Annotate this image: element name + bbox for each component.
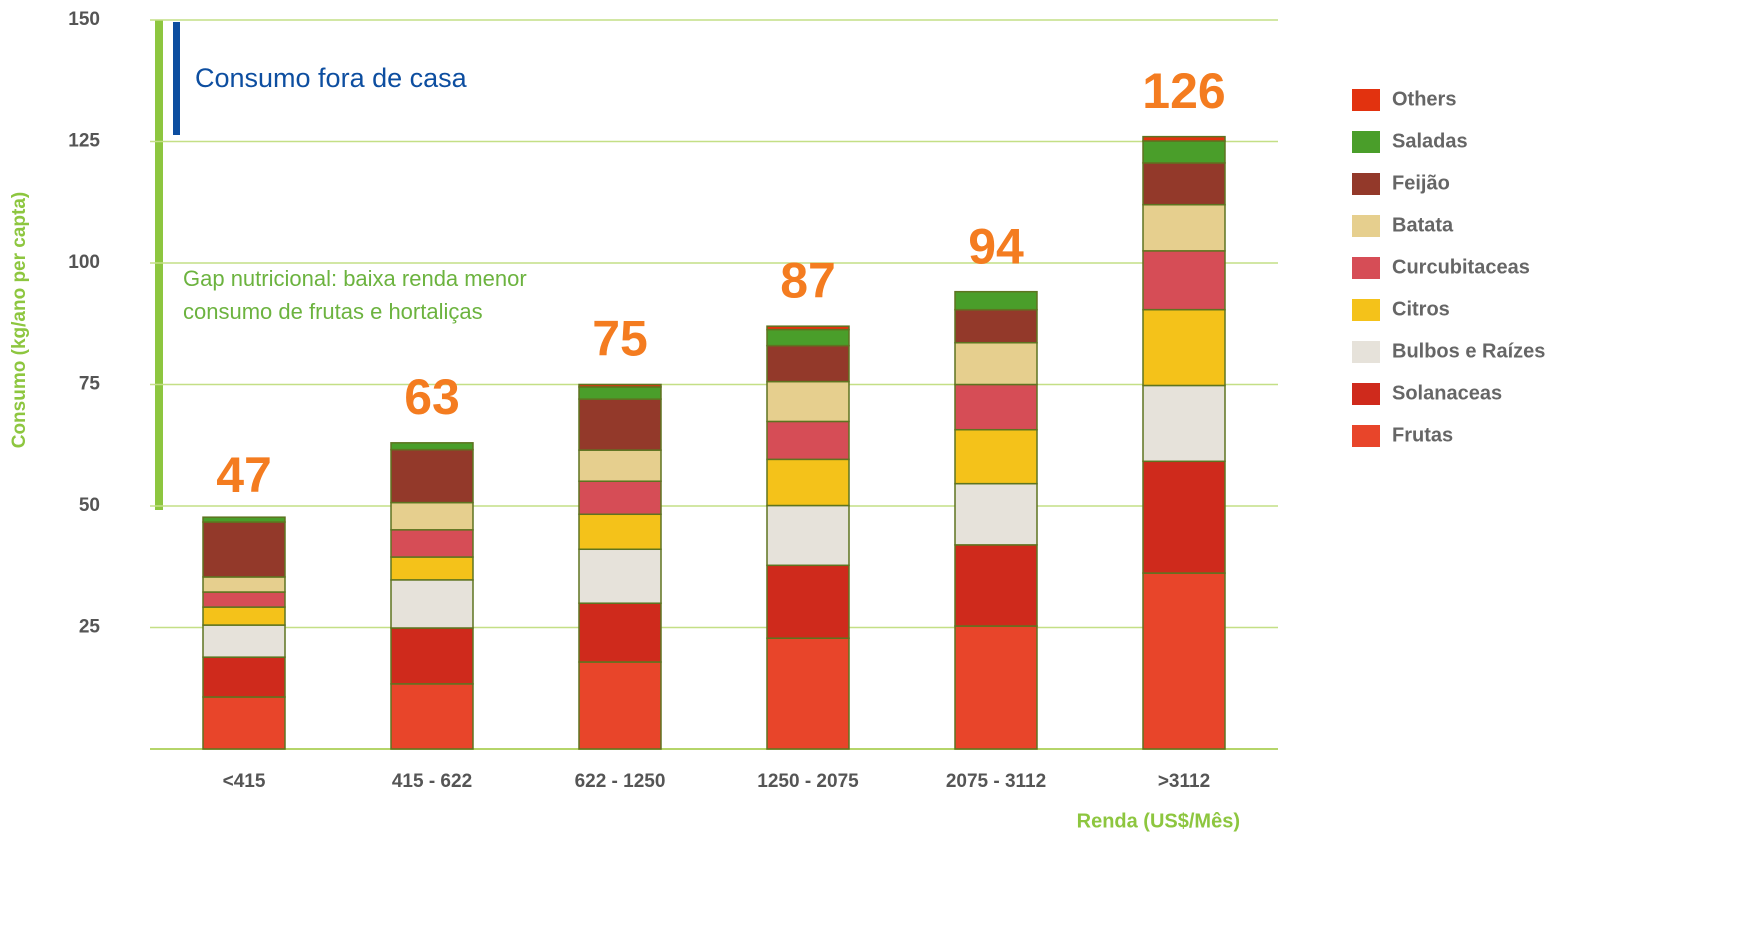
bar-segment [203,657,285,697]
y-tick-label: 25 [79,617,101,638]
bar-segment [955,385,1037,430]
x-axis-label: Renda (US$/Mês) [1077,810,1240,832]
y-tick-label: 50 [79,495,100,516]
x-tick-label: 2075 - 3112 [946,771,1046,792]
legend-label: Solanaceas [1392,382,1502,404]
x-tick-label: >3112 [1158,771,1210,792]
bar-segment [203,625,285,657]
bar-segment [767,326,849,329]
legend-label: Batata [1392,214,1454,236]
x-tick-label: 622 - 1250 [575,771,666,792]
bar-segment [1143,163,1225,205]
total-label: 47 [216,447,272,503]
legend-label: Frutas [1392,424,1453,446]
chart-title: Consumo fora de casa [195,63,468,93]
bar-segment [391,443,473,450]
legend-label: Others [1392,88,1456,110]
bar-segment [767,565,849,638]
total-label: 63 [404,369,460,425]
bar-segment [767,382,849,422]
bar-segment [1143,251,1225,310]
chart: Consumo fora de casa Gap nutricional: ba… [0,0,1754,932]
legend-swatch [1352,257,1380,279]
bar-segment [767,346,849,382]
legend-swatch [1352,215,1380,237]
legend-swatch [1352,425,1380,447]
bar-segment [579,387,661,399]
bar-segment [203,522,285,577]
bar-segment [391,580,473,628]
legend-swatch [1352,173,1380,195]
bar-segment [579,399,661,450]
x-tick-label: <415 [223,771,266,792]
bar-segment [203,517,285,522]
legend-swatch [1352,341,1380,363]
total-label: 87 [780,252,836,308]
bar-segment [767,506,849,566]
bar-segment [203,607,285,625]
bar-segment [579,450,661,481]
y-tick-label: 100 [68,252,100,273]
bar-segment [955,626,1037,749]
legend-label: Bulbos e Raízes [1392,340,1545,362]
bar-segment [391,557,473,580]
bar-segment [579,603,661,662]
bar-segment [391,530,473,557]
bar-segment [579,549,661,603]
bar-segment [955,343,1037,385]
bar-segment [767,459,849,505]
bar-segment [955,545,1037,626]
bar-segment [1143,310,1225,386]
gap-bracket [155,20,163,510]
bar-segment [955,484,1037,545]
legend-label: Curcubitaceas [1392,256,1530,278]
bar-segment [1143,573,1225,749]
bar-segment [579,385,661,387]
legend-swatch [1352,89,1380,111]
annotation: Gap nutricional: baixa renda menor [183,266,527,291]
bar-segment [767,421,849,459]
bar-segment [767,638,849,749]
total-label: 126 [1142,63,1225,119]
bar-segment [1143,461,1225,573]
y-axis-label: Consumo (kg/ano per capta) [9,192,30,449]
annotation: consumo de frutas e hortaliças [183,299,483,324]
bar-segment [391,628,473,684]
bar-segment [1143,205,1225,251]
bar-segment [203,577,285,592]
bar-segment [579,662,661,749]
bar-segment [767,330,849,346]
y-tick-label: 75 [79,374,101,395]
bar-segment [955,430,1037,484]
legend-label: Feijão [1392,172,1450,194]
legend-label: Saladas [1392,130,1468,152]
legend-swatch [1352,383,1380,405]
bar-segment [203,592,285,607]
bar-segment [1143,141,1225,163]
bar-segment [1143,385,1225,461]
title-bar [173,22,180,135]
bar-segment [955,310,1037,343]
y-tick-label: 150 [68,9,100,30]
bar-segment [1143,137,1225,141]
bar-segment [579,481,661,514]
bar-segment [203,697,285,749]
x-tick-label: 415 - 622 [392,771,472,792]
total-label: 94 [968,218,1024,274]
bar-segment [391,503,473,530]
legend-swatch [1352,131,1380,153]
y-tick-label: 125 [68,131,100,152]
bar-segment [955,292,1037,310]
legend-label: Citros [1392,298,1450,320]
legend-swatch [1352,299,1380,321]
bar-segment [579,514,661,549]
bar-segment [391,450,473,503]
total-label: 75 [592,311,648,367]
bar-segment [391,684,473,749]
x-tick-label: 1250 - 2075 [757,771,859,792]
